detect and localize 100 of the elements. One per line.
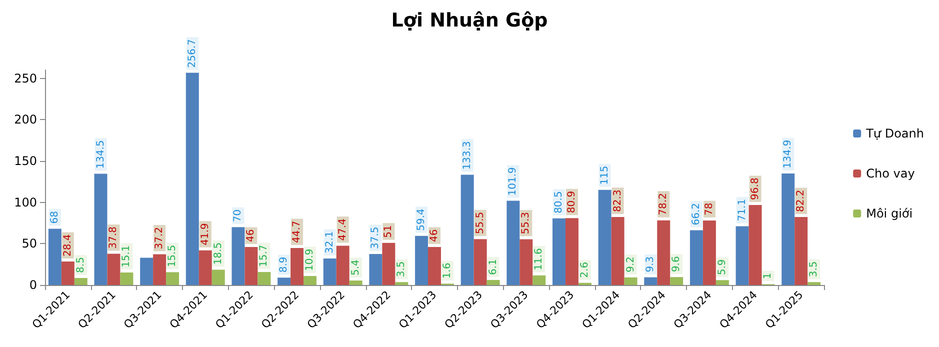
data-label: 9.2 bbox=[625, 256, 636, 272]
bar bbox=[782, 173, 795, 285]
data-label: 1 bbox=[762, 272, 774, 280]
data-label: 41.9 bbox=[200, 223, 211, 246]
data-label: 68 bbox=[49, 211, 60, 224]
data-label: 46 bbox=[429, 229, 440, 242]
bar bbox=[611, 216, 624, 285]
data-label: 8.5 bbox=[75, 257, 86, 273]
data-label: 15.5 bbox=[167, 244, 178, 268]
bar bbox=[415, 236, 428, 285]
y-tick-label: 150 bbox=[14, 154, 37, 168]
bar bbox=[212, 270, 225, 285]
data-label: 71.1 bbox=[736, 198, 748, 222]
data-label: 80.9 bbox=[566, 190, 578, 214]
bar bbox=[94, 174, 108, 285]
data-label: 5.4 bbox=[350, 260, 362, 276]
bar bbox=[474, 239, 487, 285]
bar bbox=[48, 228, 62, 285]
bar bbox=[428, 246, 441, 285]
data-label: 101.9 bbox=[508, 167, 519, 196]
data-label: 5.9 bbox=[716, 259, 728, 276]
legend-label: Tự Doanh bbox=[865, 126, 924, 140]
bar bbox=[120, 272, 134, 285]
data-label: 44.7 bbox=[292, 220, 303, 244]
data-label: 96.8 bbox=[750, 178, 761, 200]
data-label: 11.6 bbox=[534, 248, 545, 270]
bar bbox=[565, 218, 578, 285]
chart-title: Lợi Nhuận Gộp bbox=[391, 10, 548, 32]
bar bbox=[244, 246, 258, 285]
data-label: 28.4 bbox=[62, 234, 74, 257]
data-label: 2.6 bbox=[579, 262, 590, 278]
bar bbox=[395, 282, 408, 285]
bar bbox=[258, 272, 271, 285]
bar bbox=[290, 248, 304, 285]
bar bbox=[657, 220, 670, 285]
bar bbox=[794, 217, 808, 285]
data-label: 6.1 bbox=[488, 259, 499, 275]
data-label: 10.9 bbox=[304, 248, 316, 271]
data-label: 51 bbox=[383, 225, 394, 238]
bar bbox=[186, 72, 199, 285]
bar bbox=[460, 174, 474, 285]
bar bbox=[369, 254, 382, 285]
bar bbox=[532, 275, 546, 285]
data-label: 78 bbox=[704, 202, 715, 216]
data-label: 133.3 bbox=[462, 141, 473, 170]
bar bbox=[153, 254, 166, 285]
bar bbox=[520, 239, 533, 285]
bar bbox=[198, 250, 212, 285]
data-label: 15.7 bbox=[258, 244, 270, 268]
y-tick-label: 50 bbox=[22, 236, 37, 251]
bar bbox=[670, 277, 684, 285]
bar bbox=[304, 276, 317, 285]
bar bbox=[702, 220, 716, 285]
data-label: 115 bbox=[599, 166, 610, 185]
bar bbox=[278, 278, 291, 285]
bar bbox=[736, 226, 749, 285]
data-label: 37.2 bbox=[154, 226, 166, 250]
data-label: 47.4 bbox=[337, 218, 348, 241]
legend-label: Cho vay bbox=[866, 166, 915, 180]
data-label: 15.1 bbox=[121, 245, 132, 268]
bar bbox=[808, 282, 821, 285]
bar bbox=[382, 242, 396, 285]
bar bbox=[323, 258, 336, 285]
bar bbox=[486, 280, 500, 285]
data-label: 82.2 bbox=[796, 190, 807, 212]
data-label: 82.3 bbox=[612, 190, 624, 212]
data-label: 70 bbox=[232, 209, 244, 222]
data-label: 134.9 bbox=[782, 140, 794, 168]
data-label: 9.6 bbox=[671, 256, 682, 272]
bar bbox=[349, 280, 362, 285]
bar bbox=[74, 278, 88, 285]
data-label: 9.3 bbox=[645, 256, 656, 272]
data-label: 8.9 bbox=[278, 256, 290, 273]
bar bbox=[624, 277, 638, 285]
data-label: 3.5 bbox=[808, 261, 820, 278]
bar bbox=[506, 200, 520, 285]
data-label: 80.5 bbox=[553, 191, 564, 214]
data-label: 55.5 bbox=[474, 212, 486, 234]
bar bbox=[748, 204, 762, 285]
data-label: 55.3 bbox=[520, 212, 532, 234]
data-label: 18.5 bbox=[212, 242, 224, 265]
data-label: 1.6 bbox=[442, 262, 453, 279]
data-label: 3.5 bbox=[396, 261, 408, 278]
data-label: 78.2 bbox=[658, 193, 670, 216]
data-label: 37.5 bbox=[370, 226, 382, 249]
data-label: 134.5 bbox=[95, 140, 106, 169]
data-label: 66.2 bbox=[690, 202, 702, 226]
bar bbox=[552, 218, 566, 285]
bar bbox=[716, 280, 729, 285]
data-label: 59.4 bbox=[416, 208, 428, 231]
legend-label: Môi giới bbox=[866, 206, 913, 220]
data-label: 256.7 bbox=[186, 39, 198, 68]
bar bbox=[140, 258, 154, 285]
bar bbox=[166, 272, 180, 285]
bar bbox=[644, 277, 658, 285]
y-tick-label: 250 bbox=[14, 71, 37, 86]
bar bbox=[61, 262, 74, 285]
bar bbox=[336, 246, 350, 285]
y-tick-label: 100 bbox=[14, 195, 37, 210]
bar bbox=[598, 190, 612, 285]
